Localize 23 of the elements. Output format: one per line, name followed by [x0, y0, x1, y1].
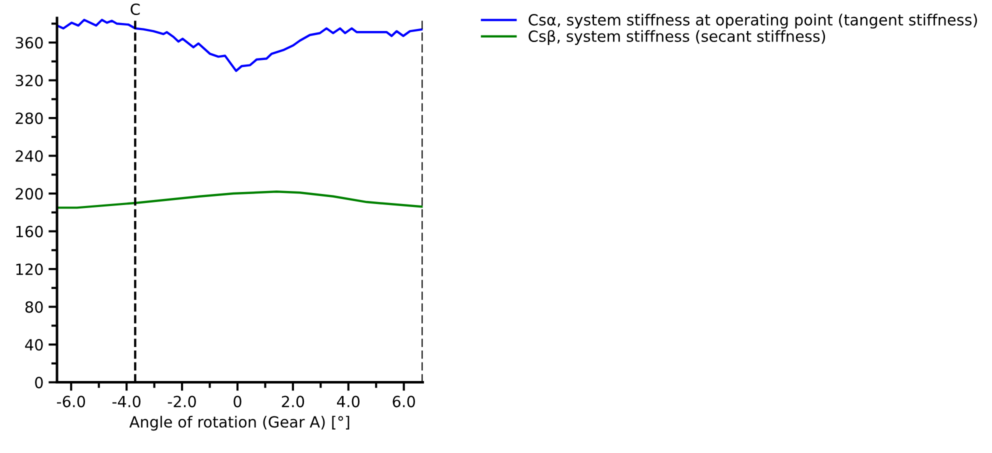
x-tick-label: 2.0	[282, 396, 304, 408]
x-tick-label: -6.0	[56, 396, 86, 408]
y-tick-label: 280	[16, 112, 43, 124]
y-tick-label: 320	[16, 74, 43, 86]
y-tick-label: 360	[16, 37, 43, 49]
y-tick-label: 240	[16, 150, 43, 162]
legend-label: Csα, system stiffness at operating point (tangent stiffness)	[528, 14, 977, 29]
y-tick-label: 200	[16, 188, 43, 200]
legend-label: Csβ, system stiffness (secant stiffness)	[528, 30, 826, 45]
x-tick-label: 6.0	[392, 396, 415, 408]
y-tick-label: 0	[35, 376, 43, 388]
y-tick-label: 160	[16, 226, 43, 238]
x-tick-label: 4.0	[336, 396, 360, 408]
line-series	[57, 190, 423, 209]
y-tick-label: 40	[25, 339, 43, 351]
ref-line-label: C	[130, 3, 140, 16]
y-tick-label: 80	[25, 301, 43, 313]
line-series	[57, 18, 423, 72]
y-tick-label: 120	[16, 264, 43, 276]
x-tick-label: 0	[234, 396, 242, 408]
x-tick-label: -2.0	[168, 396, 196, 408]
x-tick-label: -4.0	[112, 396, 140, 408]
x-axis-title: Angle of rotation (Gear A) [°]	[129, 416, 350, 431]
